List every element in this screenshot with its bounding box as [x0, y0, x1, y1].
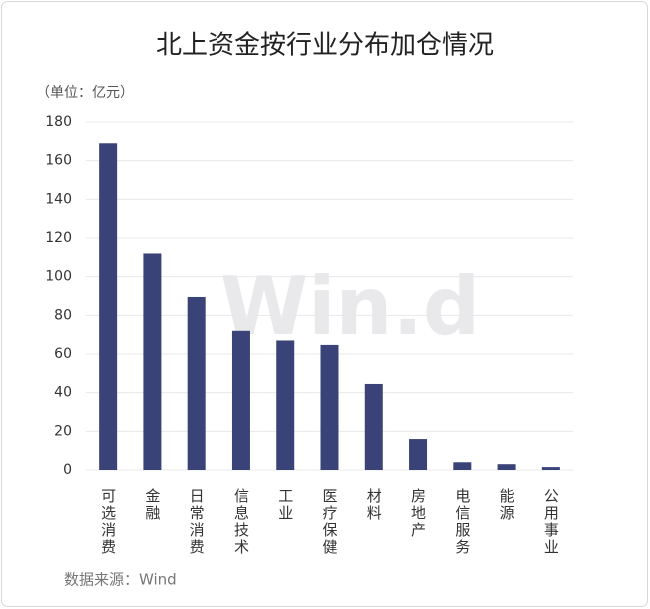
unit-label: （单位：亿元） — [36, 85, 134, 101]
y-tick-label: 120 — [45, 230, 72, 246]
x-tick-label: 日常消费 — [188, 488, 206, 556]
bar — [497, 464, 516, 470]
y-tick-label: 100 — [45, 269, 72, 285]
source: 数据来源：Wind — [64, 571, 177, 589]
bar — [99, 143, 118, 470]
x-tick-label: 信息技术 — [232, 488, 250, 556]
x-tick-label: 可选消费 — [99, 488, 117, 556]
y-tick-label: 60 — [54, 346, 72, 362]
y-tick-label: 0 — [63, 462, 72, 478]
y-tick-label: 160 — [45, 153, 72, 169]
y-tick-label: 80 — [54, 307, 72, 323]
x-tick-label: 金融 — [143, 488, 161, 522]
x-tick-label: 房地产 — [409, 488, 427, 539]
y-tick-label: 20 — [54, 423, 72, 439]
x-tick-label: 电信服务 — [453, 488, 471, 556]
bar — [276, 340, 295, 470]
x-tick-label: 医疗保健 — [321, 488, 339, 556]
watermark: Win.d — [220, 260, 480, 353]
y-tick-label: 180 — [45, 114, 72, 130]
bar — [364, 383, 383, 470]
y-tick-label: 140 — [45, 191, 72, 207]
x-tick-label: 能源 — [498, 488, 516, 522]
bar — [541, 467, 560, 470]
x-tick-label: 工业 — [276, 488, 294, 522]
bar — [320, 344, 339, 470]
chart-title: 北上资金按行业分布加仓情况 — [156, 31, 494, 61]
x-tick-label: 材料 — [365, 488, 383, 522]
bar — [231, 330, 250, 470]
x-tick-label: 公用事业 — [542, 488, 560, 556]
y-tick-label: 40 — [54, 385, 72, 401]
bar — [409, 439, 428, 470]
bar — [143, 253, 162, 470]
bar — [187, 296, 206, 470]
bar — [453, 462, 472, 470]
